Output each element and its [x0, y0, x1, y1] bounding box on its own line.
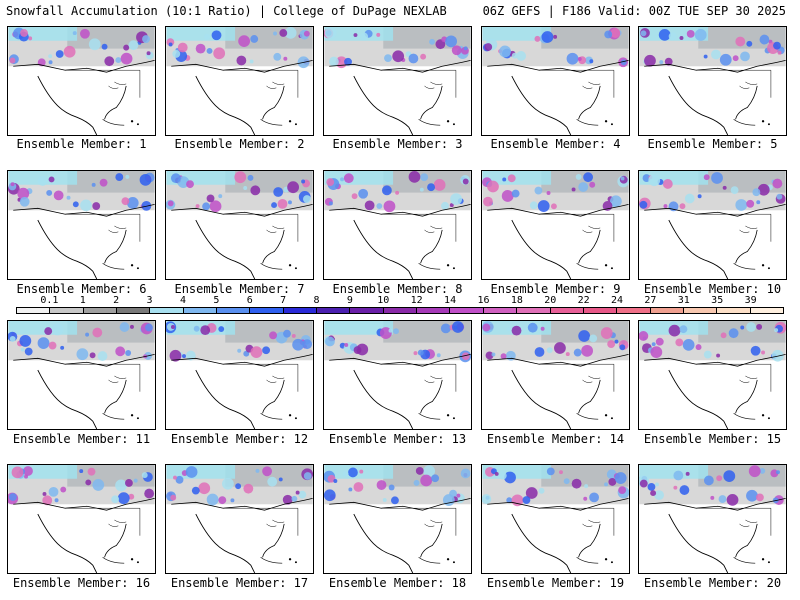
ensemble-member-label: Ensemble Member: 20 [643, 576, 782, 590]
ensemble-member-label: Ensemble Member: 8 [332, 282, 463, 296]
ensemble-member-map [481, 26, 630, 136]
legend-swatch [117, 308, 151, 313]
ensemble-member-label: Ensemble Member: 17 [170, 576, 309, 590]
ensemble-member-map [638, 464, 787, 574]
legend-tick-label: 24 [611, 295, 624, 306]
ensemble-member-map [323, 320, 472, 430]
legend-tick-label: 1 [79, 295, 86, 306]
ensemble-member-map [638, 320, 787, 430]
legend-tick-label: 5 [213, 295, 220, 306]
ensemble-member-map [638, 26, 787, 136]
legend-swatch [583, 308, 618, 313]
legend-swatch [717, 308, 751, 313]
legend-swatch [317, 308, 351, 313]
legend-tick-label: 0.1 [40, 295, 59, 306]
ensemble-member-label: Ensemble Member: 11 [12, 432, 151, 446]
legend-tick-label: 7 [280, 295, 287, 306]
ensemble-member-label: Ensemble Member: 4 [490, 137, 621, 151]
legend-tick-label: 14 [444, 295, 457, 306]
ensemble-member-map [7, 320, 156, 430]
ensemble-member-label: Ensemble Member: 15 [643, 432, 782, 446]
legend-tick-label: 16 [477, 295, 490, 306]
map-title: Snowfall Accumulation (10:1 Ratio) | Col… [6, 4, 447, 18]
ensemble-member-map [323, 170, 472, 280]
legend-swatch [283, 308, 318, 313]
ensemble-member-label: Ensemble Member: 19 [486, 576, 625, 590]
ensemble-member-label: Ensemble Member: 9 [490, 282, 621, 296]
legend-swatch [150, 308, 184, 313]
legend-swatch [450, 308, 484, 313]
legend-tick-label: 6 [246, 295, 253, 306]
legend-swatch [750, 308, 783, 313]
legend-tick-label: 31 [677, 295, 690, 306]
ensemble-member-label: Ensemble Member: 13 [328, 432, 467, 446]
ensemble-member-map [481, 320, 630, 430]
ensemble-member-map [165, 320, 314, 430]
legend-tick-label: 39 [744, 295, 757, 306]
legend-swatch [83, 308, 118, 313]
ensemble-member-label: Ensemble Member: 16 [12, 576, 151, 590]
legend-swatch [350, 308, 384, 313]
legend-tick-label: 4 [179, 295, 186, 306]
ensemble-member-map [7, 26, 156, 136]
ensemble-member-map [165, 464, 314, 574]
model-run-info: 06Z GEFS | F186 Valid: 00Z TUE SEP 30 20… [482, 4, 786, 18]
legend-swatch [217, 308, 251, 313]
ensemble-member-label: Ensemble Member: 7 [174, 282, 305, 296]
legend-swatch [650, 308, 684, 313]
legend-swatch [17, 308, 51, 313]
legend-swatch [250, 308, 284, 313]
legend-tick-label: 35 [711, 295, 724, 306]
ensemble-member-map [165, 26, 314, 136]
color-legend: 0.1 1 2 3 4 5 6 7 8 9 10 12 14 16 18 20 22 24 27 31 35 39 [16, 296, 784, 316]
legend-tick-label: 8 [313, 295, 320, 306]
ensemble-member-map [323, 26, 472, 136]
legend-tick-label: 2 [113, 295, 120, 306]
ensemble-member-map [481, 464, 630, 574]
legend-tick-label: 9 [346, 295, 353, 306]
legend-tick-label: 22 [577, 295, 590, 306]
legend-tick-label: 27 [644, 295, 657, 306]
ensemble-member-map [481, 170, 630, 280]
ensemble-member-label: Ensemble Member: 18 [328, 576, 467, 590]
ensemble-member-label: Ensemble Member: 14 [486, 432, 625, 446]
legend-color-bar [16, 307, 784, 314]
legend-swatch [183, 308, 218, 313]
ensemble-member-map [7, 464, 156, 574]
ensemble-member-map [323, 464, 472, 574]
ensemble-member-label: Ensemble Member: 6 [16, 282, 147, 296]
legend-swatch [50, 308, 84, 313]
ensemble-member-map [638, 170, 787, 280]
ensemble-member-label: Ensemble Member: 3 [332, 137, 463, 151]
ensemble-member-map [7, 170, 156, 280]
legend-swatch [517, 308, 551, 313]
ensemble-member-label: Ensemble Member: 1 [16, 137, 147, 151]
legend-swatch [550, 308, 584, 313]
ensemble-member-map [165, 170, 314, 280]
legend-swatch [617, 308, 651, 313]
ensemble-member-label: Ensemble Member: 12 [170, 432, 309, 446]
ensemble-member-label: Ensemble Member: 5 [647, 137, 778, 151]
legend-swatch [483, 308, 518, 313]
legend-swatch [417, 308, 451, 313]
legend-swatch [383, 308, 418, 313]
ensemble-member-label: Ensemble Member: 2 [174, 137, 305, 151]
legend-tick-label: 12 [410, 295, 423, 306]
legend-tick-label: 3 [146, 295, 153, 306]
legend-tick-label: 20 [544, 295, 557, 306]
legend-tick-label: 10 [377, 295, 390, 306]
legend-swatch [683, 308, 718, 313]
ensemble-member-label: Ensemble Member: 10 [643, 282, 782, 296]
legend-tick-label: 18 [510, 295, 523, 306]
